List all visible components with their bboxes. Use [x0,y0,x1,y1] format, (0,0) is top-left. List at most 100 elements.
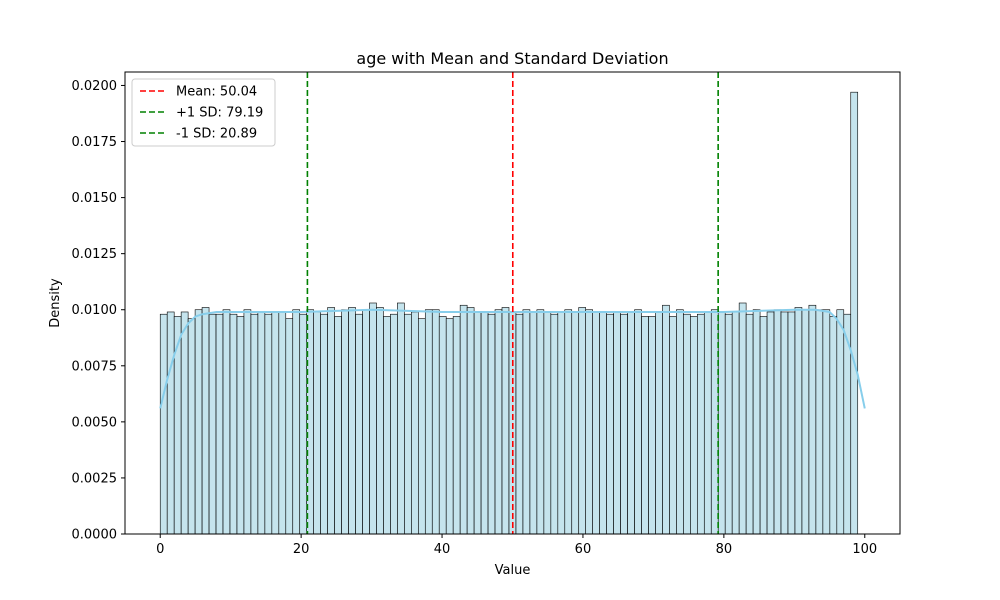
histogram-bar [265,314,272,534]
histogram-bar [683,314,690,534]
histogram-bar [732,312,739,534]
histogram-bar [432,310,439,534]
histogram-bar [739,303,746,534]
histogram-bar [390,314,397,534]
histogram-bar [642,316,649,534]
legend-label: -1 SD: 20.89 [176,127,257,142]
x-tick-label: 100 [852,542,877,557]
x-tick-label: 0 [156,542,164,557]
x-axis: 0 20 40 60 80 100 [156,534,877,557]
histogram-bar [809,305,816,534]
histogram-bar [600,312,607,534]
histogram-bar [411,312,418,534]
histogram-bar [279,312,286,534]
histogram-bar [383,316,390,534]
y-tick-label: 0.0150 [72,191,118,206]
histogram-bar [404,314,411,534]
y-tick-label: 0.0200 [72,79,118,94]
histogram-bar [209,314,216,534]
histogram-bar [342,310,349,534]
histogram-bar [565,310,572,534]
histogram-bar [258,312,265,534]
histogram-bar [781,312,788,534]
histogram-bar [746,314,753,534]
histogram-bar [628,312,635,534]
histogram-bar [369,303,376,534]
histogram-bar [216,314,223,534]
legend: Mean: 50.04 +1 SD: 79.19 -1 SD: 20.89 [132,79,275,146]
histogram-bar [328,307,335,534]
histogram-bar [188,319,195,534]
histogram-bar [446,319,453,534]
histogram-bar [286,319,293,534]
chart-title: age with Mean and Standard Deviation [356,49,668,68]
histogram-bar [676,310,683,534]
histogram-bar [223,310,230,534]
histogram-bar [251,314,258,534]
histogram-bar [202,307,209,534]
x-tick-label: 80 [716,542,733,557]
histogram-bar [537,310,544,534]
histogram-bar [376,307,383,534]
x-tick-label: 60 [575,542,592,557]
y-tick-label: 0.0125 [72,247,118,262]
histogram-bar [244,310,251,534]
histogram-bar [530,312,537,534]
histogram-bar [718,312,725,534]
histogram-bar [502,307,509,534]
histogram-bar [648,316,655,534]
legend-label: +1 SD: 79.19 [176,106,263,121]
y-tick-label: 0.0025 [72,471,118,486]
histogram-bar [725,314,732,534]
histogram-bar [690,316,697,534]
histogram-bar [767,312,774,534]
histogram-bar [167,312,174,534]
histogram-bar [621,314,628,534]
histogram-bar [272,312,279,534]
histogram-bar [551,314,558,534]
histogram-bar [467,307,474,534]
histogram-bar [230,314,237,534]
y-tick-label: 0.0000 [72,528,118,543]
histogram-bar [488,314,495,534]
histogram-bar [635,310,642,534]
histogram-bar [837,310,844,534]
histogram-bar [453,316,460,534]
legend-label: Mean: 50.04 [176,85,257,100]
x-tick-label: 40 [434,542,451,557]
histogram-bar [655,312,662,534]
histogram-bar [795,307,802,534]
y-axis-label: Density [48,278,63,328]
histogram-bar [237,316,244,534]
histogram-bar [816,310,823,534]
histogram-bar [181,312,188,534]
histogram-bar [662,305,669,534]
histogram-bar [760,316,767,534]
histogram-bar [851,92,858,534]
histogram-bar [774,310,781,534]
histogram-bar [753,310,760,534]
histogram-bar [669,316,676,534]
histogram-bar [704,312,711,534]
histogram-bar [579,307,586,534]
histogram-bar [558,312,565,534]
x-axis-label: Value [495,563,531,578]
histogram-bar [586,310,593,534]
y-axis: 0.0000 0.0025 0.0050 0.0075 0.0100 0.0125 0.01… [72,79,126,543]
bars-layer [160,92,857,534]
histogram-bar [697,314,704,534]
histogram-bar [397,303,404,534]
y-tick-label: 0.0100 [72,303,118,318]
histogram-bar [788,312,795,534]
histogram-bar [711,310,718,534]
histogram-bar [356,314,363,534]
histogram-bar [418,319,425,534]
y-tick-label: 0.0050 [72,415,118,430]
x-tick-label: 20 [293,542,310,557]
histogram-bar [293,310,300,534]
y-tick-label: 0.0075 [72,359,118,374]
histogram-bar [614,312,621,534]
histogram-bar [160,314,167,534]
histogram-bar [823,310,830,534]
